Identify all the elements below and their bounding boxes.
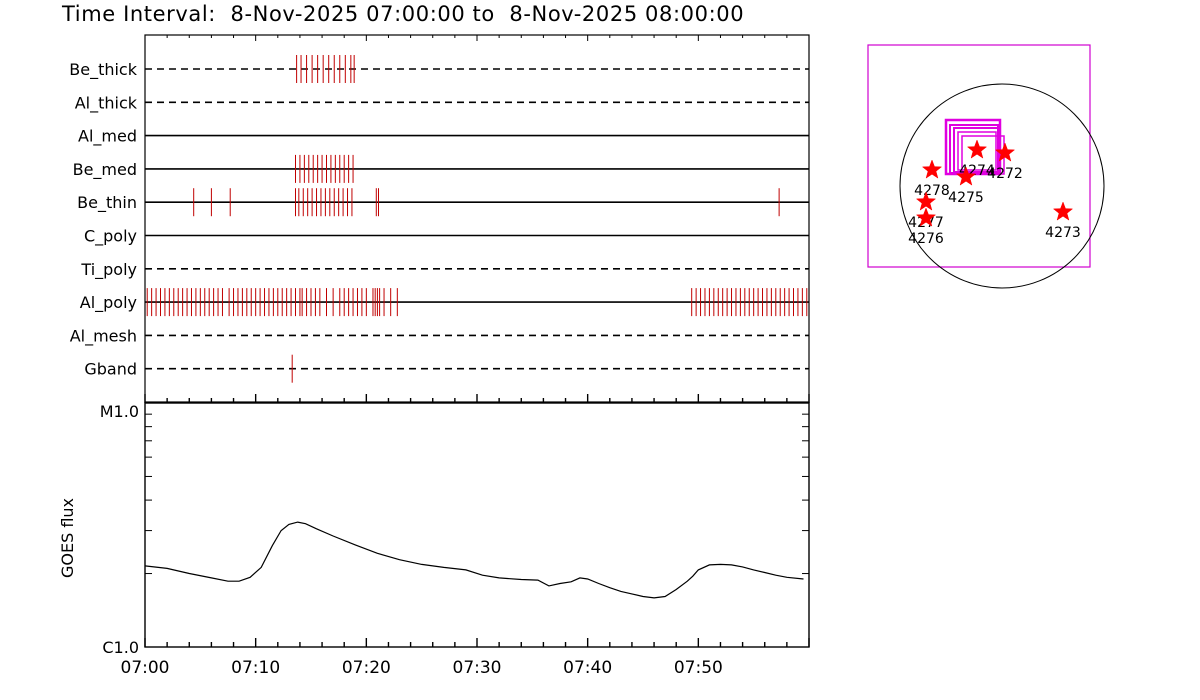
goes-x-tick-label: 07:00 bbox=[121, 658, 170, 678]
timeline-row-label: Be_med bbox=[73, 160, 137, 180]
goes-x-tick-label: 07:40 bbox=[563, 658, 612, 678]
active-region-star bbox=[966, 139, 988, 159]
goes-y-tick-label: C1.0 bbox=[102, 638, 139, 657]
goes-x-tick-label: 07:50 bbox=[674, 658, 723, 678]
goes-x-tick-label: 07:30 bbox=[453, 658, 502, 678]
active-region-label: 4273 bbox=[1045, 225, 1081, 241]
goes-flux-plot: 07:00 07:10 07:20 07:30 07:40 07:50 C1.0 M1.0 GO… bbox=[58, 394, 810, 678]
active-region-label: 4277 bbox=[908, 215, 944, 231]
timeline-row-label: Be_thin bbox=[77, 193, 137, 213]
timeline-row-label: Be_thick bbox=[69, 60, 137, 80]
active-region-star bbox=[955, 166, 977, 186]
timeline-frame bbox=[144, 34, 810, 403]
event-timeline-plot: Be_thick Al_thick Al_med Be_med Be_thin C_pol… bbox=[69, 34, 810, 403]
timeline-row-label: Al_poly bbox=[80, 293, 137, 313]
map-fov-box bbox=[867, 44, 1091, 268]
timeline-row-label: Ti_poly bbox=[80, 260, 137, 280]
goes-y-axis-label: GOES flux bbox=[58, 498, 77, 578]
active-region-label: 4276 bbox=[908, 231, 944, 247]
timeline-row-label: C_poly bbox=[84, 227, 137, 247]
goes-x-tick-label: 07:10 bbox=[231, 658, 280, 678]
goes-x-tick-label: 07:20 bbox=[342, 658, 391, 678]
goes-frame bbox=[144, 402, 810, 648]
active-region-star bbox=[994, 142, 1016, 162]
map-pointing-box bbox=[957, 131, 997, 171]
active-region-star bbox=[921, 159, 943, 179]
active-region-star bbox=[1052, 201, 1074, 221]
page-title: Time Interval: 8-Nov-2025 07:00:00 to 8-… bbox=[62, 2, 745, 26]
timeline-row-label: Al_med bbox=[78, 127, 137, 147]
active-region-star bbox=[915, 191, 937, 211]
active-region-label: 4272 bbox=[987, 166, 1023, 182]
active-region-label: 4278 bbox=[914, 183, 950, 199]
timeline-row-label: Gband bbox=[84, 360, 137, 379]
goes-flux-line bbox=[144, 521, 804, 599]
timeline-row-label: Al_thick bbox=[75, 93, 138, 113]
timeline-row-label: Al_mesh bbox=[70, 326, 137, 346]
active-region-star bbox=[915, 207, 937, 227]
goes-y-tick-label: M1.0 bbox=[100, 402, 139, 421]
active-region-label: 4275 bbox=[948, 190, 984, 206]
solar-limb-circle bbox=[899, 83, 1105, 289]
